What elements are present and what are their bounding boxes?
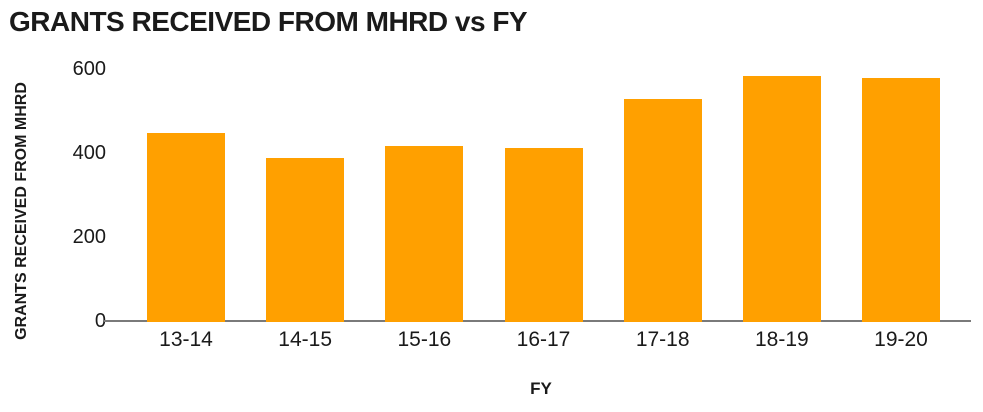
bar-13-14	[147, 133, 225, 322]
x-axis-label: FY	[530, 379, 552, 398]
x-tick-label: 18-19	[754, 328, 809, 351]
bar-17-18	[623, 99, 702, 322]
x-tick-label: 17-18	[635, 328, 690, 351]
x-tick-label: 14-15	[278, 328, 333, 351]
bar-18-19	[742, 76, 821, 322]
bar-14-15	[266, 158, 345, 322]
chart-title: GRANTS RECEIVED FROM MHRD vs FY	[9, 6, 528, 37]
y-tick-label: 200	[72, 226, 106, 248]
x-tick-label: 13-14	[159, 328, 213, 351]
x-tick-label: 15-16	[397, 328, 452, 351]
bar-16-17	[504, 147, 583, 322]
y-tick-label: 0	[94, 310, 106, 332]
bar-15-16	[385, 145, 464, 322]
bar-19-20	[862, 78, 941, 322]
y-tick-label: 400	[72, 142, 106, 164]
x-tick-label: 16-17	[516, 328, 571, 351]
y-axis-label: GRANTS RECEIVED FROM MHRD	[13, 82, 30, 340]
y-tick-label: 600	[72, 58, 106, 80]
x-tick-label: 19-20	[874, 328, 928, 351]
